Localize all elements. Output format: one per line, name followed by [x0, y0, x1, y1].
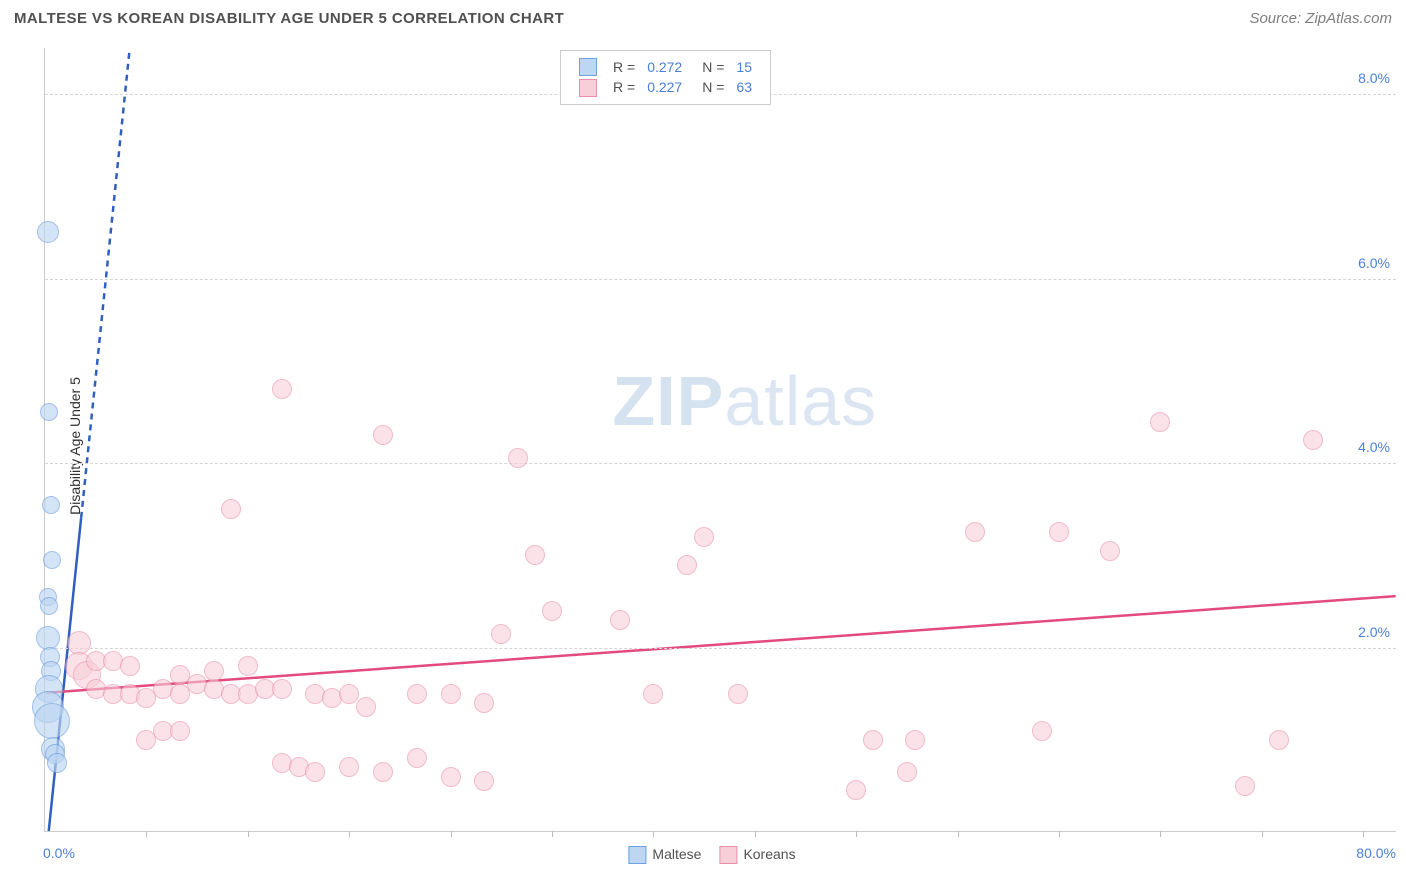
- legend-swatch: [628, 846, 646, 864]
- legend-swatch: [579, 79, 597, 97]
- legend-stats: R =0.272N =15 R =0.227N =63: [560, 50, 771, 105]
- data-point: [40, 403, 58, 421]
- data-point: [40, 597, 58, 615]
- legend-swatch: [719, 846, 737, 864]
- watermark: ZIPatlas: [612, 361, 877, 441]
- y-tick-label: 8.0%: [1358, 70, 1390, 86]
- data-point: [272, 679, 292, 699]
- x-tick: [755, 831, 756, 837]
- data-point: [1303, 430, 1323, 450]
- x-tick: [349, 831, 350, 837]
- legend-r-label: R =: [607, 57, 641, 77]
- gridline: [45, 279, 1396, 280]
- chart-title: MALTESE VS KOREAN DISABILITY AGE UNDER 5…: [14, 10, 564, 27]
- x-tick: [958, 831, 959, 837]
- data-point: [407, 748, 427, 768]
- legend-r-value: 0.227: [641, 77, 688, 97]
- watermark-bold: ZIP: [612, 362, 724, 440]
- x-lo-label: 0.0%: [43, 845, 75, 861]
- trend-lines: [45, 48, 1396, 831]
- data-point: [677, 555, 697, 575]
- data-point: [407, 684, 427, 704]
- data-point: [47, 753, 67, 773]
- data-point: [1150, 412, 1170, 432]
- data-point: [525, 545, 545, 565]
- x-tick: [1363, 831, 1364, 837]
- gridline: [45, 648, 1396, 649]
- data-point: [474, 693, 494, 713]
- legend-series-label: Koreans: [743, 846, 795, 862]
- legend-n-label: N =: [688, 57, 730, 77]
- y-tick-label: 4.0%: [1358, 439, 1390, 455]
- chart-container: MALTESE VS KOREAN DISABILITY AGE UNDER 5…: [0, 0, 1406, 892]
- data-point: [1235, 776, 1255, 796]
- data-point: [356, 697, 376, 717]
- data-point: [965, 522, 985, 542]
- data-point: [1269, 730, 1289, 750]
- data-point: [905, 730, 925, 750]
- data-point: [694, 527, 714, 547]
- x-tick: [856, 831, 857, 837]
- legend-n-value: 15: [730, 57, 758, 77]
- x-tick: [1262, 831, 1263, 837]
- x-tick: [653, 831, 654, 837]
- x-tick: [451, 831, 452, 837]
- x-tick: [248, 831, 249, 837]
- legend-swatch: [579, 58, 597, 76]
- data-point: [34, 703, 70, 739]
- legend-n-label: N =: [688, 77, 730, 97]
- data-point: [221, 499, 241, 519]
- plot-area: ZIPatlas 2.0%4.0%6.0%8.0%0.0%80.0%: [44, 48, 1396, 832]
- data-point: [238, 656, 258, 676]
- y-tick-label: 6.0%: [1358, 255, 1390, 271]
- data-point: [120, 656, 140, 676]
- legend-r-label: R =: [607, 77, 641, 97]
- data-point: [897, 762, 917, 782]
- data-point: [508, 448, 528, 468]
- data-point: [1100, 541, 1120, 561]
- data-point: [42, 496, 60, 514]
- data-point: [339, 684, 359, 704]
- data-point: [610, 610, 630, 630]
- legend-bottom: Maltese Koreans: [610, 846, 795, 864]
- x-tick: [146, 831, 147, 837]
- data-point: [37, 221, 59, 243]
- data-point: [441, 684, 461, 704]
- data-point: [339, 757, 359, 777]
- data-point: [204, 661, 224, 681]
- legend-r-value: 0.272: [641, 57, 688, 77]
- y-tick-label: 2.0%: [1358, 624, 1390, 640]
- x-tick: [552, 831, 553, 837]
- data-point: [1032, 721, 1052, 741]
- data-point: [373, 762, 393, 782]
- x-tick: [1160, 831, 1161, 837]
- data-point: [272, 379, 292, 399]
- source-attribution: Source: ZipAtlas.com: [1249, 10, 1392, 27]
- watermark-light: atlas: [724, 362, 877, 440]
- data-point: [305, 762, 325, 782]
- x-tick: [1059, 831, 1060, 837]
- data-point: [441, 767, 461, 787]
- data-point: [491, 624, 511, 644]
- data-point: [643, 684, 663, 704]
- x-hi-label: 80.0%: [1356, 845, 1396, 861]
- legend-series-label: Maltese: [652, 846, 701, 862]
- data-point: [863, 730, 883, 750]
- data-point: [474, 771, 494, 791]
- legend-n-value: 63: [730, 77, 758, 97]
- data-point: [43, 551, 61, 569]
- data-point: [170, 721, 190, 741]
- data-point: [542, 601, 562, 621]
- gridline: [45, 463, 1396, 464]
- data-point: [373, 425, 393, 445]
- data-point: [846, 780, 866, 800]
- data-point: [1049, 522, 1069, 542]
- data-point: [728, 684, 748, 704]
